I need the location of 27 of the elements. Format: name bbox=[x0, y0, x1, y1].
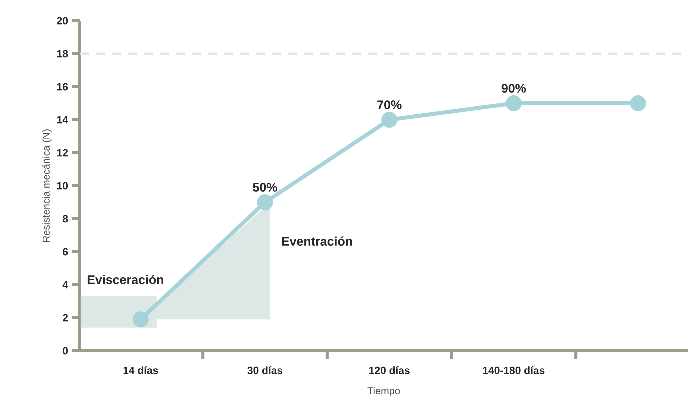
point bbox=[506, 95, 522, 112]
annotation: 70% bbox=[378, 100, 402, 110]
x-tick-label: 120 días bbox=[370, 366, 410, 374]
y-tick-label: 0 bbox=[63, 347, 68, 355]
y-tick-label: 18 bbox=[57, 50, 68, 58]
y-tick-label: 6 bbox=[63, 248, 68, 256]
x-tick-label: 30 días bbox=[248, 366, 283, 374]
x-tick-label: 14 días bbox=[124, 366, 158, 374]
point bbox=[630, 95, 646, 112]
y-tick-label: 16 bbox=[57, 83, 68, 91]
point bbox=[257, 194, 274, 210]
series-label: Evisceración bbox=[88, 275, 164, 284]
x-tick-label: 140-180 días bbox=[483, 366, 545, 374]
annotation: 90% bbox=[502, 84, 526, 93]
x-axis-title: Tiempo bbox=[368, 387, 400, 397]
point bbox=[132, 312, 149, 328]
point bbox=[382, 112, 398, 128]
y-tick-label: 10 bbox=[57, 182, 68, 190]
y-tick-label: 20 bbox=[57, 17, 68, 25]
y-axis-title: Resistencia mecánica (N) bbox=[42, 130, 52, 242]
y-tick-label: 12 bbox=[57, 149, 68, 157]
y-tick-label: 2 bbox=[62, 314, 68, 322]
y-tick-label: 8 bbox=[62, 215, 68, 223]
annotation: Eventración bbox=[282, 236, 352, 246]
annotation: 50% bbox=[253, 183, 278, 192]
y-tick-label: 4 bbox=[62, 281, 68, 289]
y-tick-label: 14 bbox=[57, 116, 68, 124]
